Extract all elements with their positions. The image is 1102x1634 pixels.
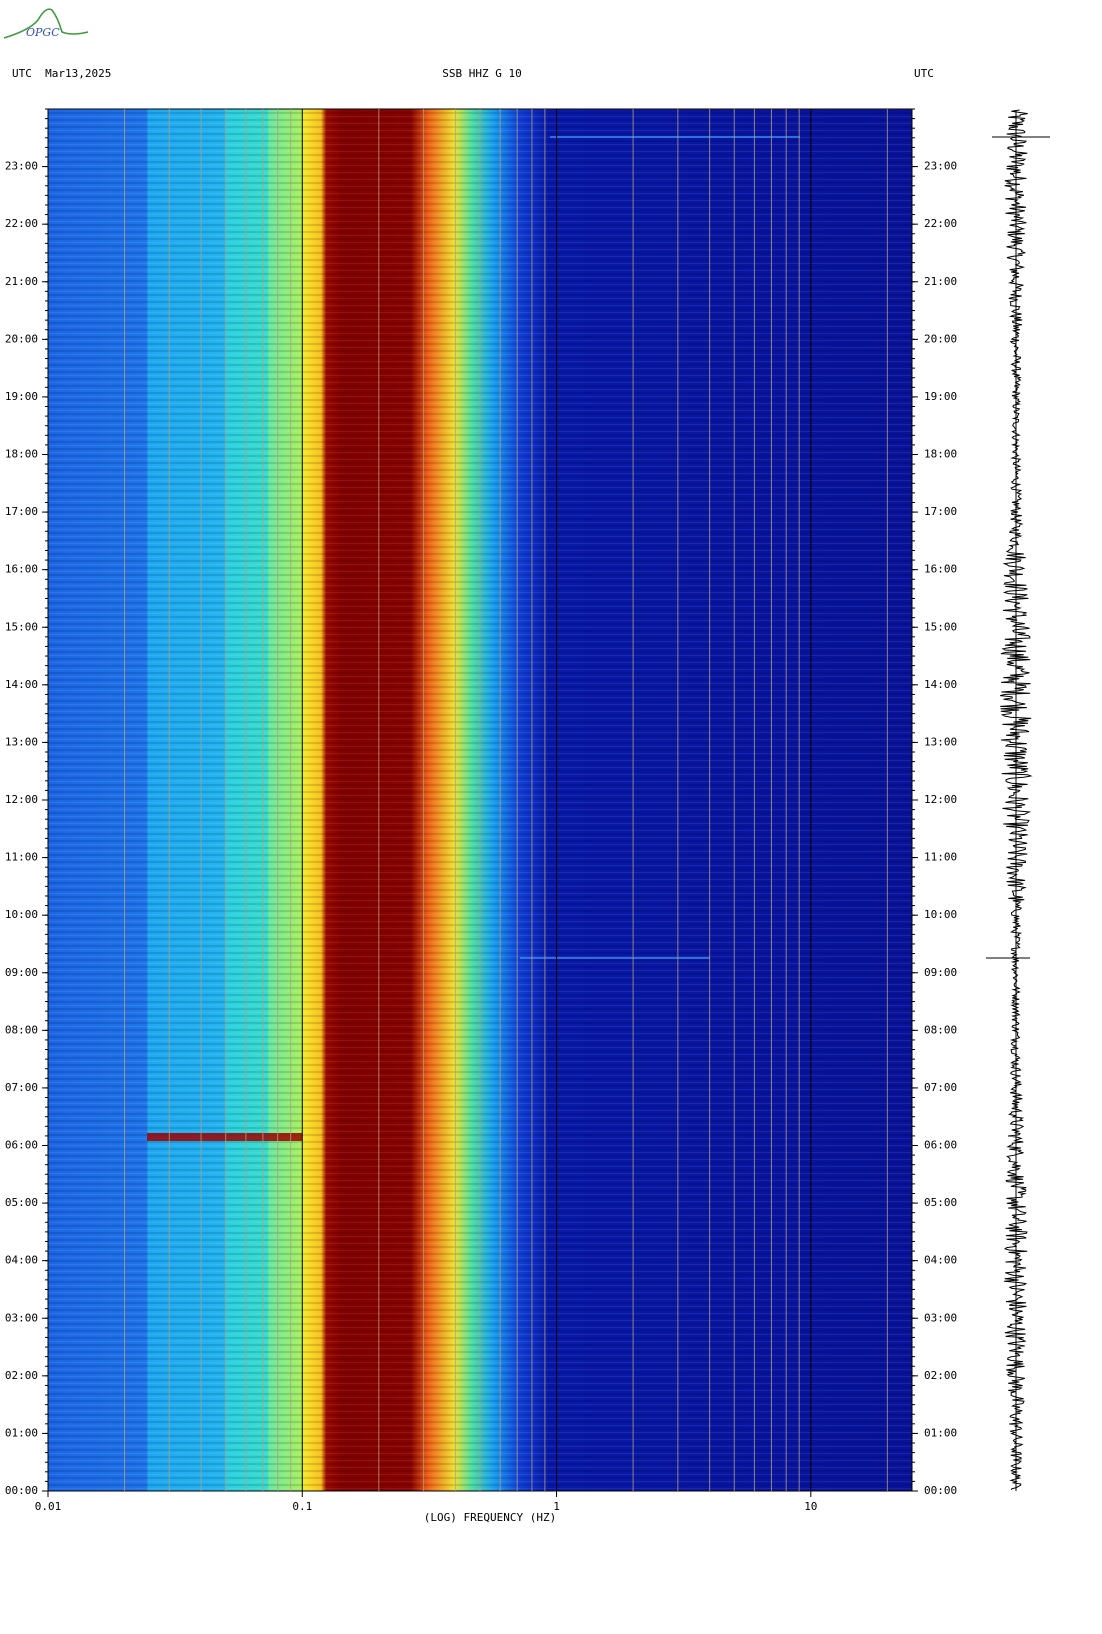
y-tick-label: 05:00 bbox=[924, 1196, 957, 1209]
y-tick-label: 04:00 bbox=[5, 1254, 38, 1267]
y-tick-label: 19:00 bbox=[924, 390, 957, 403]
y-tick-label: 12:00 bbox=[5, 793, 38, 806]
y-tick-label: 11:00 bbox=[5, 851, 38, 864]
y-tick-label: 00:00 bbox=[924, 1484, 957, 1497]
header-left: UTC Mar13,2025 bbox=[12, 67, 111, 80]
y-tick-label: 09:00 bbox=[924, 966, 957, 979]
logo-swoosh bbox=[3, 8, 89, 39]
y-tick-label: 07:00 bbox=[924, 1081, 957, 1094]
y-tick-label: 23:00 bbox=[5, 160, 38, 173]
y-tick-label: 00:00 bbox=[5, 1484, 38, 1497]
x-axis-label: (LOG) FREQUENCY (HZ) bbox=[424, 1511, 556, 1524]
y-tick-label: 22:00 bbox=[5, 217, 38, 230]
y-tick-label: 16:00 bbox=[5, 563, 38, 576]
x-tick-label: 1 bbox=[553, 1500, 560, 1513]
chart-title: SSB HHZ G 10 bbox=[442, 67, 521, 80]
y-tick-label: 10:00 bbox=[5, 908, 38, 921]
y-tick-label: 17:00 bbox=[5, 505, 38, 518]
y-tick-label: 06:00 bbox=[924, 1139, 957, 1152]
y-tick-label: 04:00 bbox=[924, 1254, 957, 1267]
y-tick-label: 03:00 bbox=[924, 1311, 957, 1324]
y-tick-label: 10:00 bbox=[924, 908, 957, 921]
y-tick-label: 22:00 bbox=[924, 217, 957, 230]
y-tick-label: 01:00 bbox=[924, 1426, 957, 1439]
y-tick-label: 03:00 bbox=[5, 1311, 38, 1324]
y-tick-label: 08:00 bbox=[5, 1023, 38, 1036]
y-tick-label: 12:00 bbox=[924, 793, 957, 806]
header-right: UTC bbox=[914, 67, 934, 80]
y-tick-label: 05:00 bbox=[5, 1196, 38, 1209]
y-tick-label: 14:00 bbox=[5, 678, 38, 691]
y-tick-label: 15:00 bbox=[5, 620, 38, 633]
y-tick-label: 13:00 bbox=[5, 735, 38, 748]
y-tick-label: 14:00 bbox=[924, 678, 957, 691]
y-tick-label: 08:00 bbox=[924, 1023, 957, 1036]
y-tick-label: 11:00 bbox=[924, 851, 957, 864]
x-tick-label: 0.1 bbox=[292, 1500, 312, 1513]
y-tick-label: 09:00 bbox=[5, 966, 38, 979]
y-tick-label: 15:00 bbox=[924, 620, 957, 633]
y-tick-label: 19:00 bbox=[5, 390, 38, 403]
y-tick-label: 18:00 bbox=[5, 448, 38, 461]
y-tick-label: 23:00 bbox=[924, 160, 957, 173]
y-tick-label: 21:00 bbox=[924, 275, 957, 288]
y-tick-label: 02:00 bbox=[924, 1369, 957, 1382]
y-tick-label: 21:00 bbox=[5, 275, 38, 288]
y-tick-label: 06:00 bbox=[5, 1139, 38, 1152]
event-band bbox=[147, 1133, 302, 1141]
logo: OPGC bbox=[3, 8, 89, 39]
y-tick-label: 20:00 bbox=[924, 332, 957, 345]
y-tick-label: 13:00 bbox=[924, 735, 957, 748]
seismogram-trace bbox=[1000, 109, 1033, 1491]
y-tick-label: 01:00 bbox=[5, 1426, 38, 1439]
y-tick-label: 16:00 bbox=[924, 563, 957, 576]
y-tick-label: 20:00 bbox=[5, 332, 38, 345]
y-tick-label: 02:00 bbox=[5, 1369, 38, 1382]
y-tick-label: 07:00 bbox=[5, 1081, 38, 1094]
x-tick-label: 0.01 bbox=[35, 1500, 62, 1513]
y-tick-label: 17:00 bbox=[924, 505, 957, 518]
x-tick-label: 10 bbox=[804, 1500, 817, 1513]
y-tick-label: 18:00 bbox=[924, 448, 957, 461]
logo-text: OPGC bbox=[26, 26, 60, 39]
